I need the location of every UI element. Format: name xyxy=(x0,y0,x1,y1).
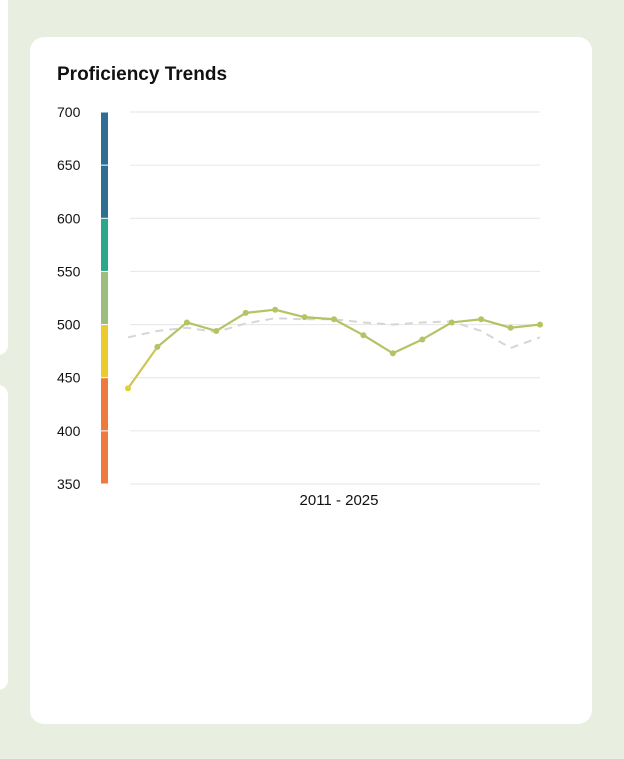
score-line-segment xyxy=(127,346,159,389)
data-point xyxy=(389,350,396,357)
score-line-segment xyxy=(215,311,247,332)
data-point xyxy=(125,385,131,392)
data-point xyxy=(537,321,543,328)
data-point xyxy=(360,332,367,339)
data-point xyxy=(507,324,514,331)
data-point xyxy=(301,314,308,321)
y-tick-label: 450 xyxy=(57,370,81,386)
data-point xyxy=(448,319,455,326)
score-line-segment xyxy=(362,334,394,355)
proficiency-band xyxy=(101,325,108,378)
y-tick-label: 400 xyxy=(57,423,81,439)
data-point xyxy=(331,316,337,323)
score-line-segment xyxy=(480,318,511,329)
data-point xyxy=(213,327,220,334)
proficiency-band xyxy=(101,112,108,165)
score-line-segment xyxy=(274,308,305,319)
y-tick-label: 650 xyxy=(57,157,81,173)
proficiency-band xyxy=(101,165,108,218)
score-line-segment xyxy=(421,321,453,341)
data-point xyxy=(183,319,190,326)
data-point xyxy=(154,343,161,350)
y-tick-label: 700 xyxy=(57,104,81,120)
data-point xyxy=(242,309,249,316)
proficiency-band xyxy=(101,271,108,325)
score-line-segment xyxy=(510,323,541,329)
data-point xyxy=(419,336,426,343)
proficiency-band xyxy=(101,378,108,431)
y-tick-label: 550 xyxy=(57,263,81,279)
score-line-segment xyxy=(245,308,276,314)
y-tick-label: 600 xyxy=(57,210,81,226)
proficiency-band xyxy=(101,218,108,271)
score-line-segment xyxy=(186,321,217,333)
x-axis-label: 2011 - 2025 xyxy=(300,492,379,509)
data-point xyxy=(272,306,279,313)
proficiency-trends-card: Proficiency Trends 700 650 600 550 500 450 400… xyxy=(30,37,592,724)
side-panel-top xyxy=(0,0,8,355)
score-line-segment xyxy=(304,316,335,321)
score-line-segment xyxy=(451,318,482,324)
y-tick-label: 350 xyxy=(57,476,81,492)
proficiency-band xyxy=(101,431,108,484)
score-line-segment xyxy=(333,318,364,337)
data-point xyxy=(478,316,485,323)
y-tick-label: 500 xyxy=(57,317,81,333)
score-line-segment xyxy=(392,338,423,355)
card-title: Proficiency Trends xyxy=(57,64,228,85)
side-panel-bottom xyxy=(0,385,8,690)
score-line-segment xyxy=(156,321,188,348)
proficiency-chart: 700 650 600 550 500 450 400 350 2011 - 2025 xyxy=(57,104,543,509)
